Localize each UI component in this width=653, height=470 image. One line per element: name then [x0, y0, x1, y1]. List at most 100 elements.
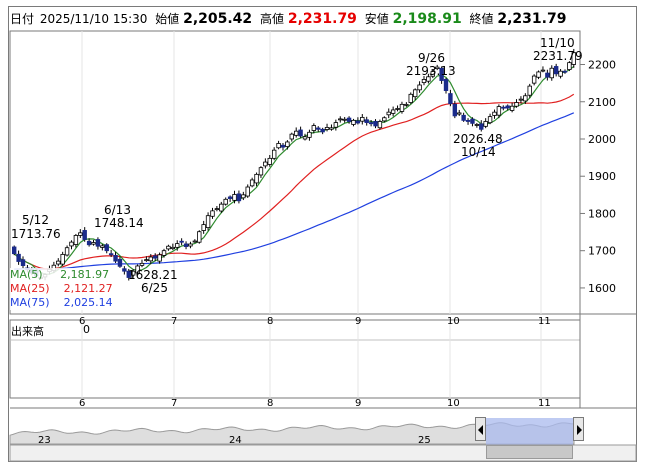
- legend-ma75: MA(75) 2,025.14: [10, 296, 113, 310]
- candle: [465, 118, 471, 125]
- y-axis-ticks: 2200 2100 2000 1900 1800 1700 1600: [580, 59, 616, 295]
- x-tick-label: 6: [79, 316, 85, 327]
- date-label: 日付: [10, 12, 35, 26]
- candle: [294, 127, 299, 138]
- candle: [56, 258, 61, 267]
- candle: [536, 70, 541, 80]
- annotation-6-13-value: 1748.14: [94, 216, 144, 230]
- candle: [249, 177, 255, 188]
- candle: [214, 206, 220, 212]
- candle: [16, 250, 21, 265]
- legend-ma25-value: 2,121.27: [63, 282, 113, 295]
- candle: [452, 100, 458, 119]
- ohlc-header: 日付 2025/11/10 15:30 始値 2,205.42 高値 2,231…: [10, 8, 630, 30]
- date-tick-label: 9: [355, 398, 361, 409]
- candle: [227, 195, 233, 202]
- candle: [487, 113, 493, 125]
- candle: [117, 256, 123, 268]
- candle: [258, 166, 264, 178]
- annotation-6-25-date: 6/25: [141, 281, 168, 295]
- candle: [311, 123, 317, 134]
- candle: [377, 119, 383, 130]
- candle: [501, 105, 506, 111]
- candle: [316, 126, 321, 132]
- y-tick-label: 2100: [588, 96, 616, 109]
- candle: [351, 118, 356, 127]
- candle: [531, 74, 537, 86]
- candle: [148, 254, 153, 265]
- candle: [553, 63, 559, 77]
- candle: [69, 240, 74, 250]
- candle: [161, 248, 167, 258]
- candle: [192, 239, 198, 243]
- candle: [170, 243, 176, 251]
- y-tick-label: 1900: [588, 170, 616, 183]
- candle: [390, 106, 396, 117]
- candle: [104, 243, 109, 254]
- date-tick-label: 11: [538, 398, 551, 409]
- candle: [183, 241, 189, 250]
- candle: [78, 229, 83, 239]
- candle: [404, 102, 409, 107]
- candle: [205, 212, 211, 231]
- annotation-6-25-value: 1628.21: [128, 268, 178, 282]
- annotation-9-26-value: 2193.13: [406, 64, 456, 78]
- datetime-value: 2025/11/10 15:30: [39, 12, 148, 26]
- candle: [320, 127, 325, 135]
- candle: [439, 66, 444, 84]
- candle: [540, 66, 546, 73]
- volume-label: 出来高: [11, 325, 44, 338]
- candle: [364, 116, 369, 126]
- scrollbar-thumb[interactable]: [486, 445, 573, 459]
- y-tick-label: 2200: [588, 59, 616, 72]
- navigator-right-handle[interactable]: [573, 417, 584, 441]
- candle: [271, 147, 277, 161]
- legend-ma5-label: MA(5): [10, 268, 43, 281]
- candle: [421, 76, 427, 86]
- candle: [382, 116, 387, 123]
- legend-ma5-value: 2,181.97: [60, 268, 110, 281]
- candle: [276, 140, 281, 150]
- date-tick-label: 8: [267, 398, 273, 409]
- nav-label-25: 25: [418, 435, 431, 446]
- legend-ma75-label: MA(75): [10, 296, 50, 309]
- candle: [307, 129, 312, 141]
- grid-lines: [81, 31, 542, 398]
- candle: [435, 64, 440, 71]
- open-label: 始値: [155, 12, 180, 26]
- y-tick-label: 2000: [588, 133, 616, 146]
- y-tick-label: 1800: [588, 207, 616, 220]
- x-tick-label: 7: [171, 316, 177, 327]
- candle: [12, 245, 17, 256]
- candle: [474, 122, 480, 128]
- candle: [571, 48, 576, 68]
- x-tick-label: 9: [355, 316, 361, 327]
- annotation-9-26-date: 9/26: [418, 51, 445, 65]
- date-tick-label: 6: [79, 398, 85, 409]
- ma25-path: [13, 93, 575, 270]
- candle: [298, 126, 303, 138]
- candle: [219, 201, 224, 213]
- candle: [20, 256, 26, 269]
- navigator-selection[interactable]: [486, 418, 573, 445]
- high-label: 高値: [260, 12, 285, 26]
- candle: [254, 172, 259, 187]
- annotation-10-14-value: 2026.48: [453, 132, 503, 146]
- annotation-5-12-value: 1713.76: [11, 227, 61, 241]
- candle: [153, 253, 158, 262]
- close-label: 終値: [469, 12, 494, 26]
- candle: [518, 96, 524, 104]
- candle: [166, 244, 171, 251]
- candle: [523, 93, 528, 104]
- candle: [514, 99, 519, 108]
- horizontal-scrollbar[interactable]: [9, 444, 637, 462]
- candle: [333, 119, 339, 131]
- candle: [470, 117, 475, 127]
- candle: [280, 143, 286, 151]
- navigator-left-handle[interactable]: [475, 417, 486, 441]
- ma-legend: MA(5) 2,181.97 MA(25) 2,121.27 MA(75) 2,…: [10, 268, 113, 310]
- candle: [479, 120, 484, 132]
- open-value: 2,205.42: [183, 11, 253, 27]
- nav-label-23: 23: [38, 435, 51, 446]
